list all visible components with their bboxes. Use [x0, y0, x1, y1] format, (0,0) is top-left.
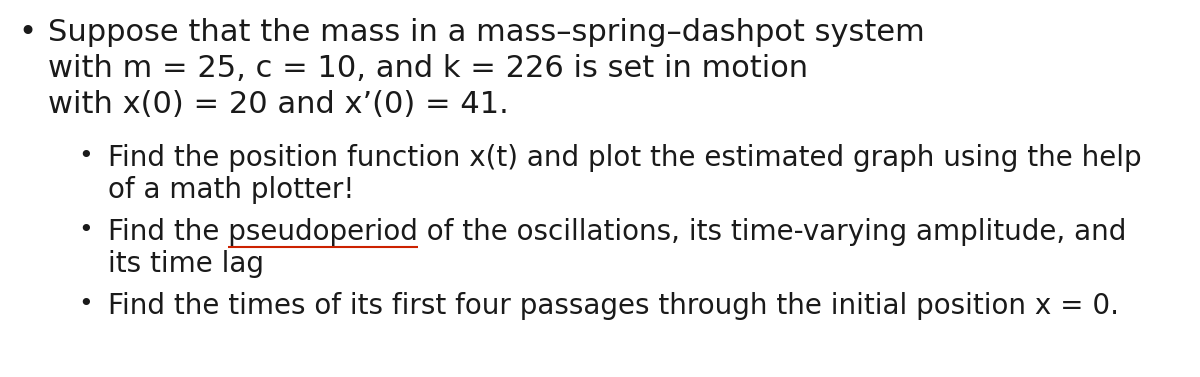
Text: of a math plotter!: of a math plotter!	[108, 176, 354, 204]
Text: •: •	[18, 18, 36, 47]
Text: •: •	[78, 144, 92, 168]
Text: •: •	[78, 218, 92, 242]
Text: with m = 25, c = 10, and k = 226 is set in motion: with m = 25, c = 10, and k = 226 is set …	[48, 54, 808, 83]
Text: •: •	[78, 292, 92, 316]
Text: with x(0) = 20 and x’(0) = 41.: with x(0) = 20 and x’(0) = 41.	[48, 90, 509, 119]
Text: its time lag: its time lag	[108, 250, 264, 278]
Text: Find the position function x(t) and plot the estimated graph using the help: Find the position function x(t) and plot…	[108, 144, 1141, 172]
Text: Find the times of its first four passages through the initial position x = 0.: Find the times of its first four passage…	[108, 292, 1120, 320]
Text: Find the pseudoperiod of the oscillations, its time-varying amplitude, and: Find the pseudoperiod of the oscillation…	[108, 218, 1127, 246]
Text: Suppose that the mass in a mass–spring–dashpot system: Suppose that the mass in a mass–spring–d…	[48, 18, 925, 47]
